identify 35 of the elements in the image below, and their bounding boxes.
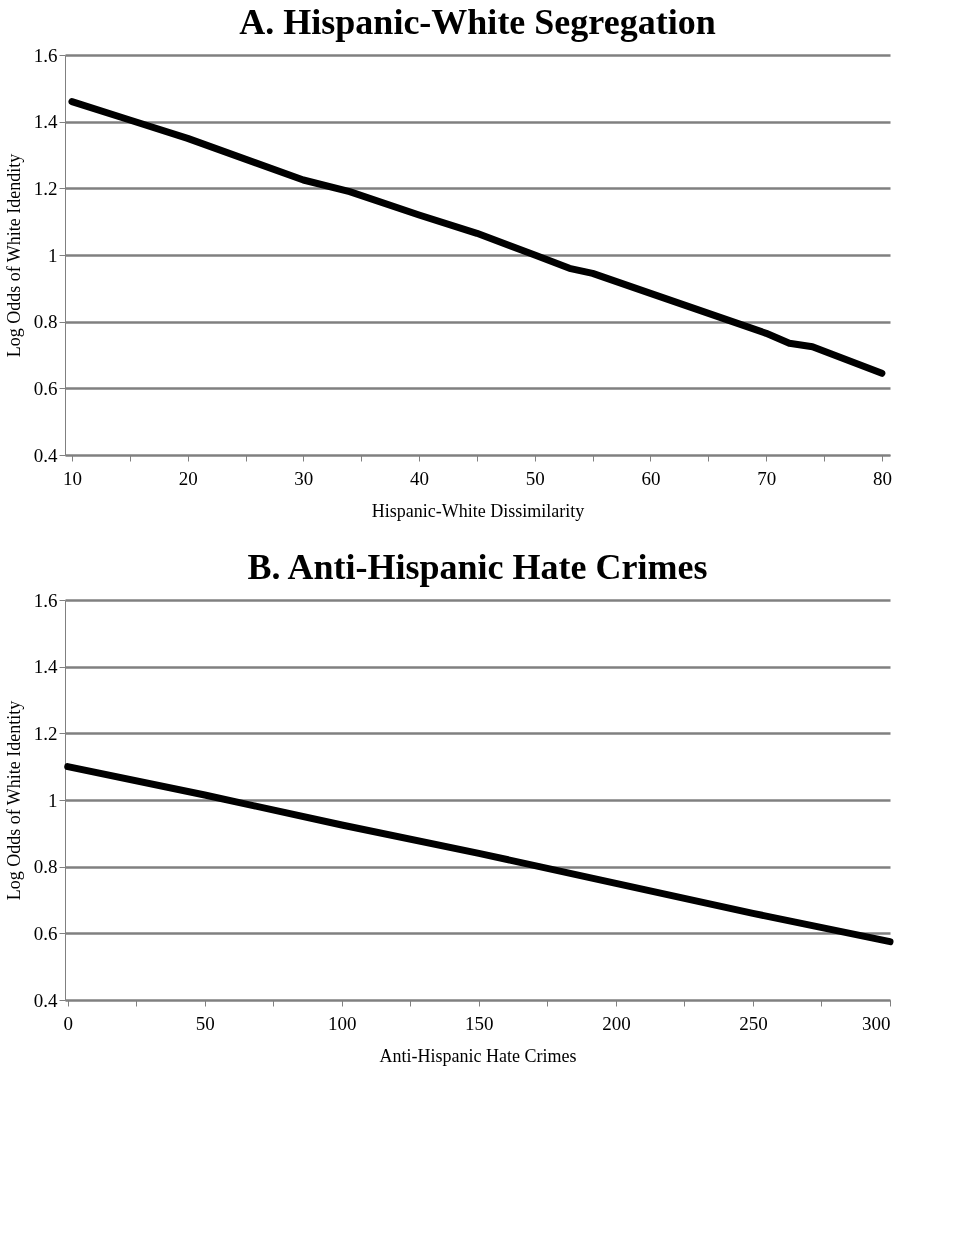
- x-axis-title: Anti-Hispanic Hate Crimes: [379, 1045, 577, 1066]
- x-tick-label: 100: [328, 1012, 357, 1034]
- y-tick-label: 0.8: [33, 311, 58, 333]
- y-tick-label: 1.6: [33, 44, 58, 66]
- y-tick-label: 0.4: [33, 989, 58, 1011]
- chart-title: A. Hispanic-White Segregation: [239, 2, 716, 42]
- x-tick-label: 200: [602, 1012, 631, 1034]
- x-axis-title: Hispanic-White Dissimilarity: [371, 500, 585, 521]
- x-tick-label: 250: [739, 1012, 768, 1034]
- x-tick-label: 40: [410, 467, 430, 489]
- y-tick-label: 0.6: [33, 922, 58, 944]
- x-tick-label: 300: [862, 1012, 891, 1034]
- y-tick-label: 1: [48, 244, 58, 266]
- x-tick-label: 0: [63, 1012, 73, 1034]
- y-axis-title: Log Odds of White Identity: [3, 700, 24, 901]
- y-tick-label: 1.2: [33, 722, 58, 744]
- x-tick-label: 50: [195, 1012, 215, 1034]
- x-tick-label: 30: [294, 467, 314, 489]
- y-tick-label: 1.4: [33, 111, 58, 133]
- x-tick-label: 70: [757, 467, 777, 489]
- y-tick-label: 1: [48, 789, 58, 811]
- x-tick-label: 60: [641, 467, 661, 489]
- y-tick-label: 1.6: [33, 589, 58, 611]
- x-tick-label: 80: [872, 467, 892, 489]
- y-tick-label: 0.6: [33, 377, 58, 399]
- x-tick-label: 50: [525, 467, 545, 489]
- y-tick-label: 1.4: [33, 656, 58, 678]
- chart-title: B. Anti-Hispanic Hate Crimes: [247, 547, 708, 587]
- y-tick-label: 0.4: [33, 444, 58, 466]
- x-tick-label: 10: [62, 467, 82, 489]
- y-axis-title: Log Odds of White Idendity: [3, 153, 24, 358]
- x-tick-label: 150: [465, 1012, 494, 1034]
- y-tick-label: 0.8: [33, 856, 58, 878]
- y-tick-label: 1.2: [33, 177, 58, 199]
- x-tick-label: 20: [178, 467, 198, 489]
